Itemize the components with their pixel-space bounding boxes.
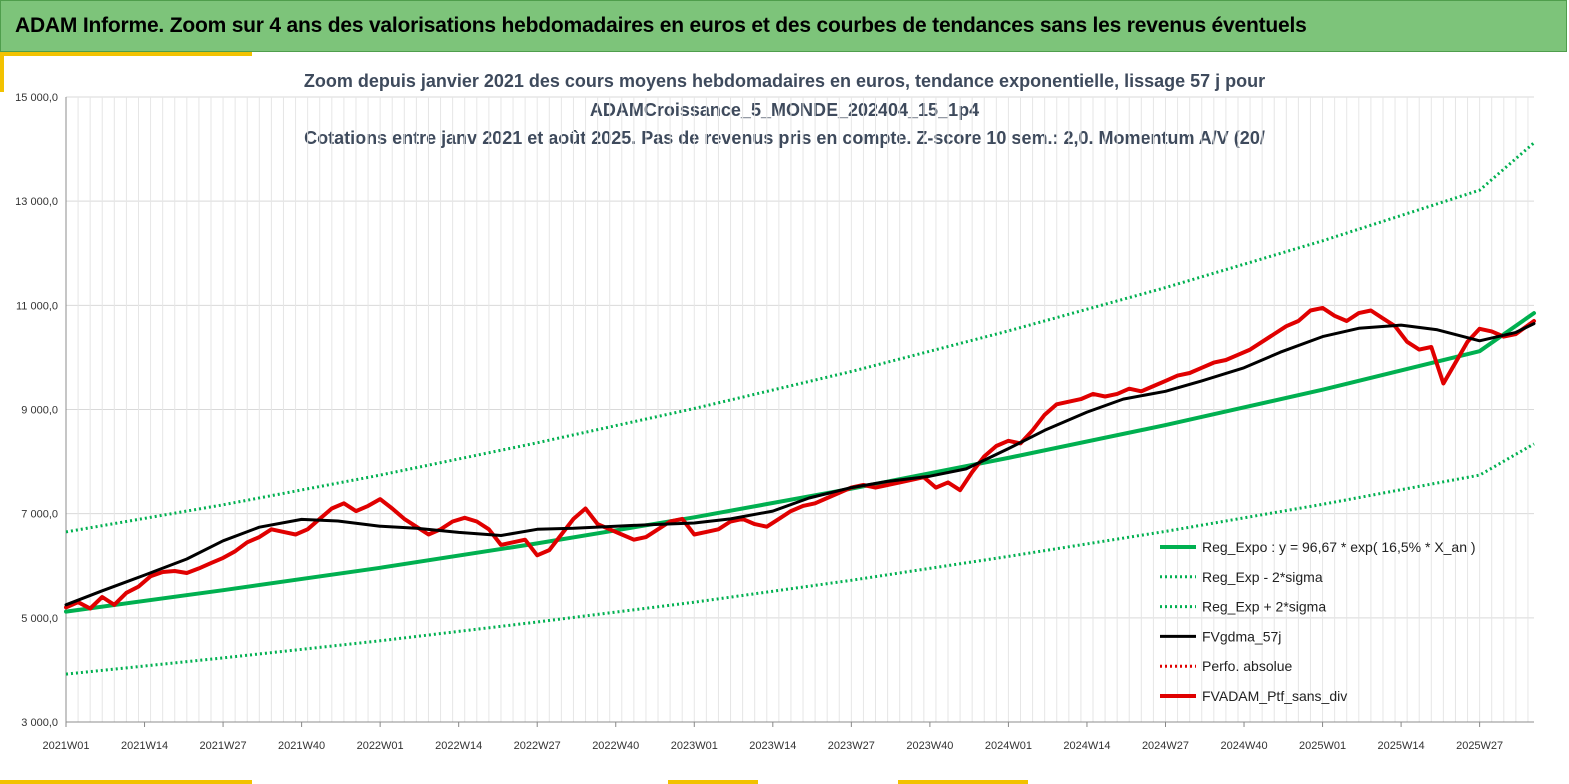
x-tick-label: 2022W01 [357, 740, 404, 752]
series-line-3 [64, 322, 1536, 607]
x-tick-label: 2024W27 [1142, 740, 1189, 752]
x-tick-label: 2024W40 [1220, 740, 1267, 752]
y-tick-label: 3 000,0 [21, 717, 58, 729]
x-tick-label: 2021W40 [278, 740, 325, 752]
x-tick-label: 2022W40 [592, 740, 639, 752]
y-tick-label: 7 000,0 [21, 509, 58, 521]
series-lines [64, 141, 1536, 676]
x-tick-label: 2025W01 [1299, 740, 1346, 752]
y-tick-label: 13 000,0 [15, 196, 58, 208]
legend: Reg_Expo : y = 96,67 * exp( 16,5% * X_an… [1160, 539, 1476, 704]
y-tick-label: 5 000,0 [21, 613, 58, 625]
legend-label: Reg_Exp + 2*sigma [1202, 599, 1326, 615]
x-tick-label: 2022W14 [435, 740, 482, 752]
x-axis: 2021W01 2021W14 2021W27 2021W40 2022W01 2022W… [42, 721, 1534, 752]
banner-title: ADAM Informe. Zoom sur 4 ans des valoris… [15, 14, 1307, 37]
x-tick-label: 2025W14 [1378, 740, 1425, 752]
legend-label: Perfo. absolue [1202, 658, 1292, 674]
accent-bar-bottom-right [898, 780, 1028, 784]
accent-bar-top [0, 52, 252, 56]
y-axis: 3 000,0 5 000,0 7 000,0 9 000,0 11 000,0 13 0… [15, 92, 67, 729]
banner: ADAM Informe. Zoom sur 4 ans des valoris… [0, 0, 1567, 52]
x-tick-label: 2023W01 [671, 740, 718, 752]
series-line-5 [64, 305, 1536, 611]
x-tick-label: 2023W14 [749, 740, 796, 752]
x-tick-label: 2024W01 [985, 740, 1032, 752]
y-tick-label: 9 000,0 [21, 405, 58, 417]
x-tick-label: 2021W14 [121, 740, 168, 752]
x-tick-label: 2024W14 [1063, 740, 1110, 752]
x-tick-label: 2021W27 [200, 740, 247, 752]
accent-bar-bottom-left [0, 780, 252, 784]
x-tick-label: 2023W40 [906, 740, 953, 752]
legend-label: Reg_Exp - 2*sigma [1202, 569, 1323, 585]
accent-bar-left [0, 52, 4, 92]
legend-label: Reg_Expo : y = 96,67 * exp( 16,5% * X_an… [1202, 539, 1476, 555]
series-line-1 [65, 442, 1535, 676]
accent-bar-bottom-mid [668, 780, 758, 784]
x-tick-label: 2023W27 [828, 740, 875, 752]
chart-title-line-2: ADAMCroissance_5_MONDE_202404_15_1p4 [589, 100, 980, 120]
gridlines [65, 96, 1534, 723]
x-tick-label: 2025W27 [1456, 740, 1503, 752]
series-line-2 [65, 141, 1535, 534]
x-tick-label: 2021W01 [42, 740, 89, 752]
x-tick-label: 2022W27 [514, 740, 561, 752]
legend-label: FVgdma_57j [1202, 628, 1281, 644]
chart-title-line-1: Zoom depuis janvier 2021 des cours moyen… [303, 71, 1266, 91]
y-tick-label: 15 000,0 [15, 92, 58, 104]
chart-title-line-3: Cotations entre janv 2021 et août 2025. … [304, 128, 1265, 148]
series-line-0 [64, 311, 1536, 614]
y-tick-label: 11 000,0 [16, 300, 58, 312]
legend-label: FVADAM_Ptf_sans_div [1202, 688, 1347, 704]
